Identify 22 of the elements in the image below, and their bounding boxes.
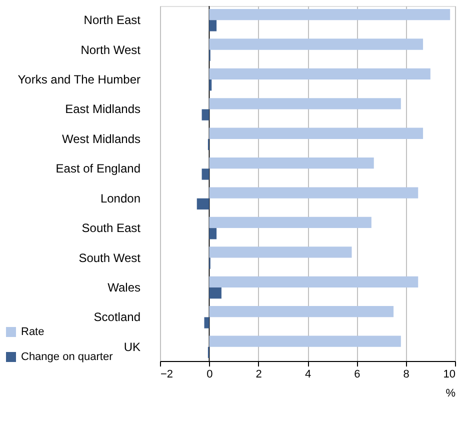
x-axis-title: % bbox=[446, 388, 456, 400]
x-tick-label: 2 bbox=[256, 368, 262, 380]
y-tick-label: UK bbox=[124, 340, 140, 354]
x-tick-label: 10 bbox=[443, 368, 456, 380]
y-tick-label: South East bbox=[82, 221, 142, 236]
x-tick-label: −2 bbox=[160, 368, 174, 380]
legend-label: Rate bbox=[21, 326, 44, 338]
x-tick-label: 4 bbox=[304, 368, 312, 380]
y-tick-label: Yorks and The Humber bbox=[18, 72, 140, 87]
y-tick-label: North East bbox=[84, 13, 142, 28]
x-tick-label: 0 bbox=[206, 368, 213, 380]
y-tick-label: East Midlands bbox=[65, 102, 140, 116]
y-tick-label: West Midlands bbox=[62, 132, 140, 146]
y-tick-label: London bbox=[100, 191, 140, 206]
x-tick-label: 6 bbox=[354, 368, 360, 380]
y-tick-label: Scotland bbox=[94, 310, 140, 324]
y-tick-label: South West bbox=[78, 250, 142, 265]
x-tick-label: 8 bbox=[403, 368, 410, 380]
y-tick-label: East of England bbox=[56, 162, 140, 176]
legend-label: Change on quarter bbox=[21, 351, 114, 363]
y-tick-label: North West bbox=[80, 42, 142, 57]
y-tick-label: Wales bbox=[108, 280, 140, 294]
